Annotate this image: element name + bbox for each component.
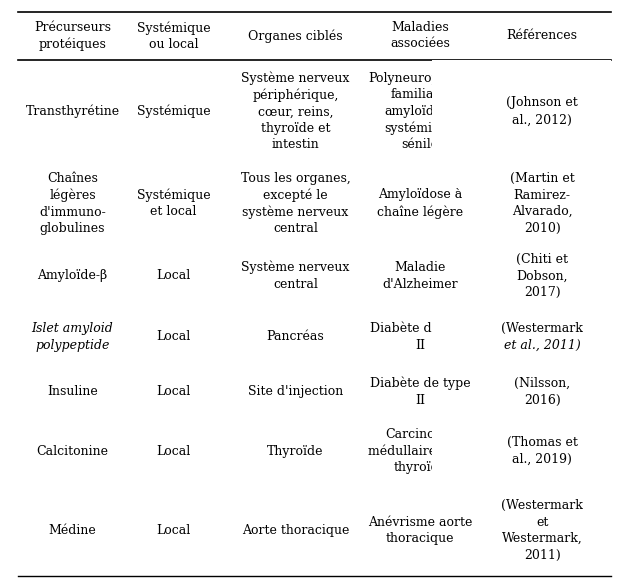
Text: Systémique
ou local: Systémique ou local	[136, 21, 210, 51]
Text: Local: Local	[156, 524, 191, 537]
Text: Organes ciblés: Organes ciblés	[248, 29, 343, 42]
Text: Polyneuropathie
familiale,
amyloïdose
systémique
sénile: Polyneuropathie familiale, amyloïdose sy…	[369, 72, 472, 151]
Text: Pancréas: Pancréas	[267, 330, 325, 343]
Text: (Chiti et
Dobson,
2017): (Chiti et Dobson, 2017)	[516, 253, 568, 299]
Text: Transthyrétine: Transthyrétine	[26, 105, 120, 118]
Bar	[432, 417, 611, 485]
Text: Systémique: Systémique	[136, 105, 210, 118]
Text: Calcitonine: Calcitonine	[36, 445, 109, 458]
Text: Maladie
d'Alzheimer: Maladie d'Alzheimer	[382, 261, 458, 290]
Text: Tous les organes,
excepté le
système nerveux
central: Tous les organes, excepté le système ner…	[241, 172, 350, 235]
Text: Références: Références	[507, 29, 577, 42]
Text: (Westermark: (Westermark	[501, 322, 583, 335]
Text: Thyroïde: Thyroïde	[267, 445, 324, 458]
Text: Amyloïde-β: Amyloïde-β	[38, 269, 108, 282]
Text: Système nerveux
central: Système nerveux central	[242, 261, 350, 291]
Text: Local: Local	[156, 385, 191, 398]
Text: Maladies
associées: Maladies associées	[390, 21, 450, 51]
Text: Diabète de type
II: Diabète de type II	[370, 322, 470, 352]
Text: al., 2019): al., 2019)	[512, 453, 572, 466]
Text: Local: Local	[156, 330, 191, 343]
Text: (Johnson et: (Johnson et	[506, 96, 578, 109]
Text: Insuline: Insuline	[47, 385, 98, 398]
Text: Aorte thoracique: Aorte thoracique	[242, 524, 349, 537]
Bar	[432, 59, 611, 163]
Text: (Thomas et
al., 2019): (Thomas et al., 2019)	[507, 436, 577, 466]
Text: Local: Local	[156, 445, 191, 458]
Text: Local: Local	[156, 269, 191, 282]
Text: (Thomas et: (Thomas et	[507, 436, 577, 449]
Text: Anévrisme aorte
thoracique: Anévrisme aorte thoracique	[368, 516, 472, 545]
Text: Chaînes
légères
d'immuno-
globulines: Chaînes légères d'immuno- globulines	[39, 172, 106, 235]
Bar	[432, 308, 611, 366]
Text: Systémique
et local: Systémique et local	[136, 188, 210, 219]
Text: Site d'injection: Site d'injection	[248, 385, 343, 398]
Text: Médine: Médine	[48, 524, 96, 537]
Text: Système nerveux
périphérique,
cœur, reins,
thyroïde et
intestin: Système nerveux périphérique, cœur, rein…	[242, 71, 350, 152]
Text: Islet amyloid
polypeptide: Islet amyloid polypeptide	[31, 322, 113, 352]
Text: Précurseurs
protéiques: Précurseurs protéiques	[34, 21, 111, 51]
Text: (Nilsson,
2016): (Nilsson, 2016)	[514, 377, 571, 406]
Text: Carcinome
médullaire de la
thyroïde: Carcinome médullaire de la thyroïde	[369, 428, 472, 475]
Text: al., 2012): al., 2012)	[512, 113, 572, 126]
Text: Amyloïdose à
chaîne légère: Amyloïdose à chaîne légère	[377, 188, 463, 219]
Text: (Martin et
Ramirez-
Alvarado,
2010): (Martin et Ramirez- Alvarado, 2010)	[510, 172, 574, 235]
Text: et al., 2011): et al., 2011)	[504, 339, 581, 352]
Text: (Westermark
et al., 2011): (Westermark et al., 2011)	[501, 322, 583, 352]
Text: (Johnson et
al., 2012): (Johnson et al., 2012)	[506, 96, 578, 126]
Text: Diabète de type
II: Diabète de type II	[370, 377, 470, 407]
Text: (Westermark
et
Westermark,
2011): (Westermark et Westermark, 2011)	[501, 499, 583, 562]
